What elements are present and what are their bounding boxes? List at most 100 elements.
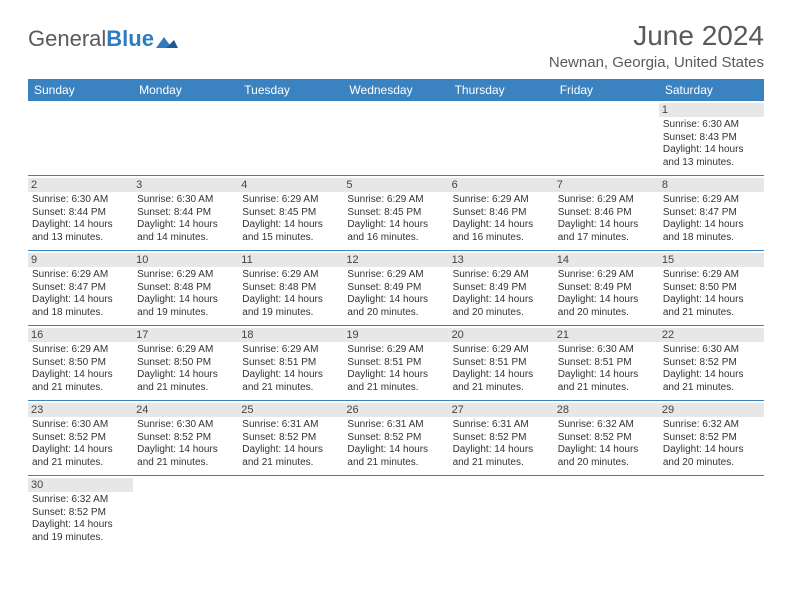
day-number: 30 bbox=[28, 478, 133, 492]
day-number: 28 bbox=[554, 403, 659, 417]
day-number: 26 bbox=[343, 403, 448, 417]
day-info: Sunrise: 6:29 AMSunset: 8:50 PMDaylight:… bbox=[137, 344, 234, 394]
day-header-row: SundayMondayTuesdayWednesdayThursdayFrid… bbox=[28, 79, 764, 101]
day-cell: 22Sunrise: 6:30 AMSunset: 8:52 PMDayligh… bbox=[659, 326, 764, 400]
day-cell bbox=[449, 476, 554, 550]
day-info: Sunrise: 6:29 AMSunset: 8:46 PMDaylight:… bbox=[453, 194, 550, 244]
day-cell bbox=[449, 101, 554, 175]
day-info: Sunrise: 6:30 AMSunset: 8:52 PMDaylight:… bbox=[663, 344, 760, 394]
day-info: Sunrise: 6:29 AMSunset: 8:50 PMDaylight:… bbox=[663, 269, 760, 319]
week-row: 2 Sunrise: 6:30 AMSunset: 8:44 PMDaylight… bbox=[28, 176, 764, 251]
location: Newnan, Georgia, United States bbox=[549, 54, 764, 71]
day-number: 21 bbox=[554, 328, 659, 342]
day-cell: 9 Sunrise: 6:29 AMSunset: 8:47 PMDaylight… bbox=[28, 251, 133, 325]
day-cell: 8Sunrise: 6:29 AMSunset: 8:47 PMDaylight… bbox=[659, 176, 764, 250]
day-number: 24 bbox=[133, 403, 238, 417]
day-number: 8 bbox=[659, 178, 764, 192]
day-cell: 6 Sunrise: 6:29 AMSunset: 8:46 PMDaylight… bbox=[449, 176, 554, 250]
day-info: Sunrise: 6:29 AMSunset: 8:51 PMDaylight:… bbox=[347, 344, 444, 394]
day-cell: 13Sunrise: 6:29 AMSunset: 8:49 PMDayligh… bbox=[449, 251, 554, 325]
day-header: Wednesday bbox=[343, 79, 448, 101]
day-info: Sunrise: 6:30 AMSunset: 8:52 PMDaylight:… bbox=[32, 419, 129, 469]
day-cell: 19 Sunrise: 6:29 AMSunset: 8:51 PMDayligh… bbox=[343, 326, 448, 400]
day-info: Sunrise: 6:31 AMSunset: 8:52 PMDaylight:… bbox=[453, 419, 550, 469]
day-cell bbox=[554, 101, 659, 175]
day-cell: 1Sunrise: 6:30 AMSunset: 8:43 PMDaylight… bbox=[659, 101, 764, 175]
day-info: Sunrise: 6:29 AMSunset: 8:51 PMDaylight:… bbox=[242, 344, 339, 394]
day-number: 25 bbox=[238, 403, 343, 417]
logo-text-1: General bbox=[28, 26, 106, 52]
day-header: Sunday bbox=[28, 79, 133, 101]
day-header: Tuesday bbox=[238, 79, 343, 101]
day-info: Sunrise: 6:29 AMSunset: 8:51 PMDaylight:… bbox=[453, 344, 550, 394]
day-info: Sunrise: 6:29 AMSunset: 8:47 PMDaylight:… bbox=[32, 269, 129, 319]
week-row: 30 Sunrise: 6:32 AMSunset: 8:52 PMDayligh… bbox=[28, 476, 764, 550]
day-cell: 4 Sunrise: 6:29 AMSunset: 8:45 PMDaylight… bbox=[238, 176, 343, 250]
day-info: Sunrise: 6:29 AMSunset: 8:49 PMDaylight:… bbox=[347, 269, 444, 319]
day-number: 16 bbox=[28, 328, 133, 342]
day-number: 20 bbox=[449, 328, 554, 342]
day-number: 15 bbox=[659, 253, 764, 267]
day-info: Sunrise: 6:31 AMSunset: 8:52 PMDaylight:… bbox=[347, 419, 444, 469]
day-cell bbox=[238, 101, 343, 175]
day-info: Sunrise: 6:29 AMSunset: 8:48 PMDaylight:… bbox=[242, 269, 339, 319]
day-number: 7 bbox=[554, 178, 659, 192]
day-cell: 10Sunrise: 6:29 AMSunset: 8:48 PMDayligh… bbox=[133, 251, 238, 325]
logo: GeneralBlue bbox=[28, 20, 178, 52]
day-cell: 11 Sunrise: 6:29 AMSunset: 8:48 PMDayligh… bbox=[238, 251, 343, 325]
day-cell bbox=[133, 101, 238, 175]
day-number: 14 bbox=[554, 253, 659, 267]
day-info: Sunrise: 6:30 AMSunset: 8:51 PMDaylight:… bbox=[558, 344, 655, 394]
day-number: 12 bbox=[343, 253, 448, 267]
day-cell: 28 Sunrise: 6:32 AMSunset: 8:52 PMDayligh… bbox=[554, 401, 659, 475]
day-header: Saturday bbox=[659, 79, 764, 101]
day-cell: 20 Sunrise: 6:29 AMSunset: 8:51 PMDayligh… bbox=[449, 326, 554, 400]
day-info: Sunrise: 6:29 AMSunset: 8:50 PMDaylight:… bbox=[32, 344, 129, 394]
calendar: SundayMondayTuesdayWednesdayThursdayFrid… bbox=[28, 79, 764, 550]
day-info: Sunrise: 6:29 AMSunset: 8:46 PMDaylight:… bbox=[558, 194, 655, 244]
day-cell: 5 Sunrise: 6:29 AMSunset: 8:45 PMDaylight… bbox=[343, 176, 448, 250]
day-number: 4 bbox=[238, 178, 343, 192]
day-cell bbox=[343, 101, 448, 175]
logo-text-2: Blue bbox=[106, 26, 154, 52]
day-cell: 24 Sunrise: 6:30 AMSunset: 8:52 PMDayligh… bbox=[133, 401, 238, 475]
day-header: Thursday bbox=[449, 79, 554, 101]
day-info: Sunrise: 6:30 AMSunset: 8:44 PMDaylight:… bbox=[32, 194, 129, 244]
day-cell: 12 Sunrise: 6:29 AMSunset: 8:49 PMDayligh… bbox=[343, 251, 448, 325]
day-info: Sunrise: 6:29 AMSunset: 8:45 PMDaylight:… bbox=[242, 194, 339, 244]
day-number: 17 bbox=[133, 328, 238, 342]
month-title: June 2024 bbox=[549, 20, 764, 52]
day-number: 11 bbox=[238, 253, 343, 267]
day-cell: 17 Sunrise: 6:29 AMSunset: 8:50 PMDayligh… bbox=[133, 326, 238, 400]
day-info: Sunrise: 6:32 AMSunset: 8:52 PMDaylight:… bbox=[558, 419, 655, 469]
day-number: 13 bbox=[449, 253, 554, 267]
day-cell: 21 Sunrise: 6:30 AMSunset: 8:51 PMDayligh… bbox=[554, 326, 659, 400]
day-cell: 23Sunrise: 6:30 AMSunset: 8:52 PMDayligh… bbox=[28, 401, 133, 475]
day-number: 29 bbox=[659, 403, 764, 417]
day-number: 9 bbox=[28, 253, 133, 267]
day-cell: 29Sunrise: 6:32 AMSunset: 8:52 PMDayligh… bbox=[659, 401, 764, 475]
day-number: 10 bbox=[133, 253, 238, 267]
week-row: 9 Sunrise: 6:29 AMSunset: 8:47 PMDaylight… bbox=[28, 251, 764, 326]
day-number: 2 bbox=[28, 178, 133, 192]
day-cell: 2 Sunrise: 6:30 AMSunset: 8:44 PMDaylight… bbox=[28, 176, 133, 250]
day-number: 19 bbox=[343, 328, 448, 342]
day-cell bbox=[133, 476, 238, 550]
day-number: 5 bbox=[343, 178, 448, 192]
day-cell bbox=[659, 476, 764, 550]
day-info: Sunrise: 6:30 AMSunset: 8:52 PMDaylight:… bbox=[137, 419, 234, 469]
header: GeneralBlue June 2024 Newnan, Georgia, U… bbox=[28, 20, 764, 71]
day-info: Sunrise: 6:30 AMSunset: 8:44 PMDaylight:… bbox=[137, 194, 234, 244]
day-info: Sunrise: 6:32 AMSunset: 8:52 PMDaylight:… bbox=[32, 494, 129, 544]
day-cell: 7 Sunrise: 6:29 AMSunset: 8:46 PMDaylight… bbox=[554, 176, 659, 250]
day-cell: 30 Sunrise: 6:32 AMSunset: 8:52 PMDayligh… bbox=[28, 476, 133, 550]
day-cell: 18Sunrise: 6:29 AMSunset: 8:51 PMDayligh… bbox=[238, 326, 343, 400]
day-info: Sunrise: 6:29 AMSunset: 8:45 PMDaylight:… bbox=[347, 194, 444, 244]
day-cell bbox=[554, 476, 659, 550]
logo-mark-icon bbox=[156, 28, 178, 42]
week-row: 23Sunrise: 6:30 AMSunset: 8:52 PMDayligh… bbox=[28, 401, 764, 476]
day-number: 27 bbox=[449, 403, 554, 417]
day-cell: 27 Sunrise: 6:31 AMSunset: 8:52 PMDayligh… bbox=[449, 401, 554, 475]
day-cell: 16 Sunrise: 6:29 AMSunset: 8:50 PMDayligh… bbox=[28, 326, 133, 400]
day-number: 6 bbox=[449, 178, 554, 192]
